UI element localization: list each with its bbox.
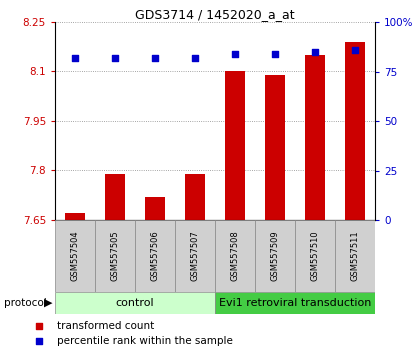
Point	[272, 51, 278, 57]
Point	[232, 51, 238, 57]
Bar	[215, 292, 375, 314]
Point	[352, 47, 358, 52]
Text: protocol: protocol	[4, 298, 47, 308]
Bar	[65, 213, 85, 220]
Bar	[55, 292, 215, 314]
Title: GDS3714 / 1452020_a_at: GDS3714 / 1452020_a_at	[135, 8, 295, 21]
Bar	[175, 220, 215, 292]
Text: Evi1 retroviral transduction: Evi1 retroviral transduction	[219, 298, 371, 308]
Bar	[255, 220, 295, 292]
Point	[112, 55, 118, 61]
Text: GSM557510: GSM557510	[310, 231, 320, 281]
Bar	[215, 220, 255, 292]
Text: ▶: ▶	[44, 298, 52, 308]
Bar	[105, 174, 125, 220]
Bar	[185, 174, 205, 220]
Bar	[305, 55, 325, 220]
Text: transformed count: transformed count	[56, 321, 154, 331]
Bar	[345, 42, 365, 220]
Text: GSM557505: GSM557505	[110, 231, 120, 281]
Bar	[265, 75, 285, 220]
Point	[72, 55, 78, 61]
Point	[324, 270, 331, 276]
Bar	[225, 72, 245, 220]
Bar	[55, 220, 95, 292]
Text: GSM557507: GSM557507	[190, 230, 200, 281]
Text: percentile rank within the sample: percentile rank within the sample	[56, 336, 232, 347]
Bar	[295, 220, 335, 292]
Bar	[135, 220, 175, 292]
Bar	[145, 197, 165, 220]
Text: GSM557508: GSM557508	[230, 230, 239, 281]
Point	[151, 55, 158, 61]
Bar	[335, 220, 375, 292]
Point	[324, 134, 331, 139]
Text: GSM557506: GSM557506	[151, 230, 159, 281]
Text: GSM557511: GSM557511	[351, 231, 359, 281]
Text: GSM557509: GSM557509	[271, 231, 279, 281]
Point	[312, 49, 318, 55]
Bar	[95, 220, 135, 292]
Point	[192, 55, 198, 61]
Text: control: control	[116, 298, 154, 308]
Text: GSM557504: GSM557504	[71, 231, 80, 281]
